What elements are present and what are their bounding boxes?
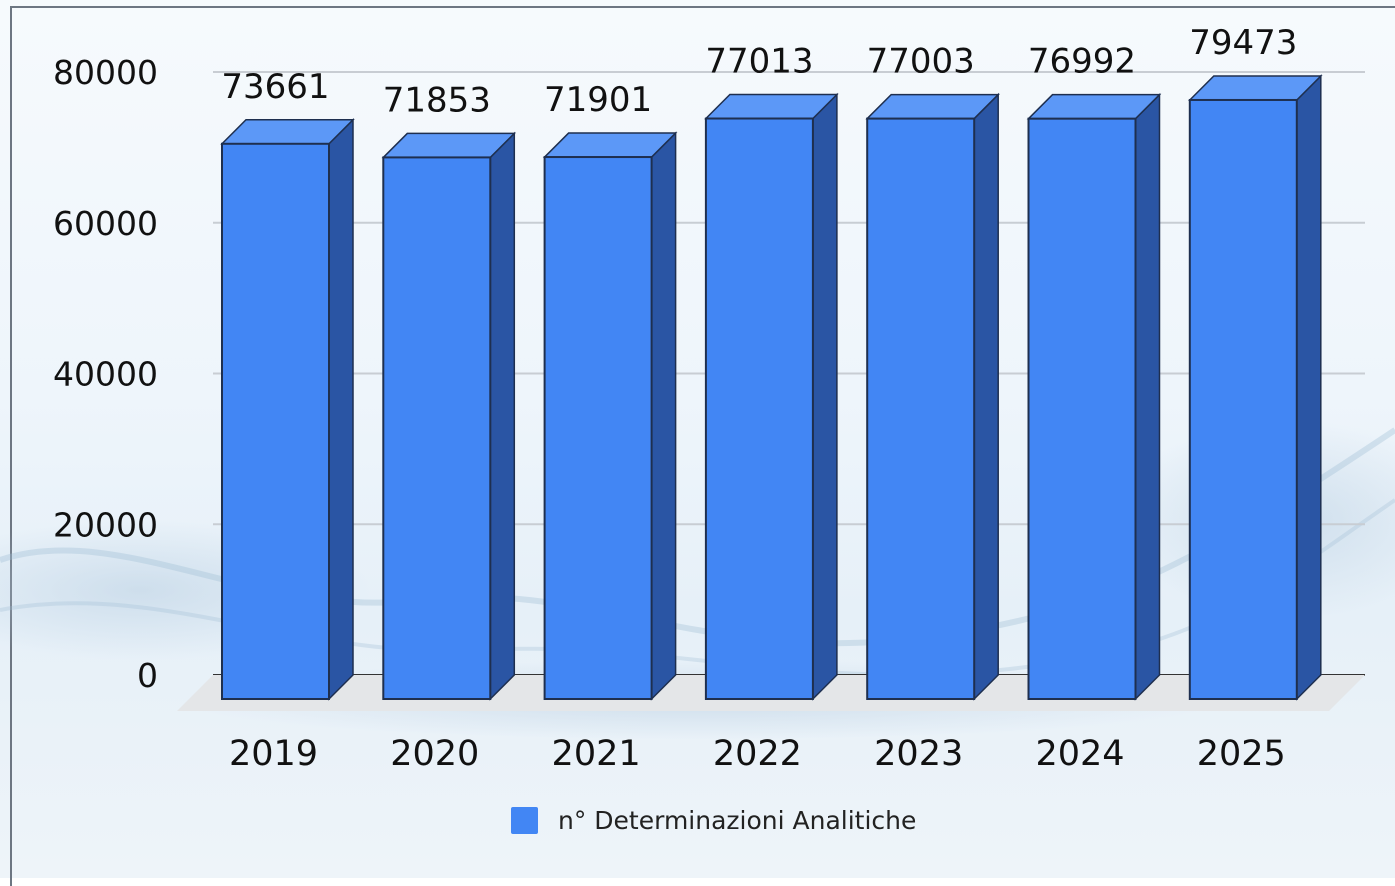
bar-side-face (1296, 74, 1322, 701)
bar-2021 (542, 131, 678, 701)
x-tick-label: 2024 (1035, 734, 1124, 774)
bar-side-face (328, 117, 354, 701)
data-label: 71901 (544, 80, 652, 120)
bar-2019 (220, 117, 355, 701)
y-tick-label: 0 (137, 656, 158, 695)
data-label: 79473 (1189, 23, 1297, 63)
bar-side-face (650, 131, 677, 701)
x-tick-label: 2022 (713, 734, 802, 774)
bar-side-face (973, 92, 999, 701)
bar-top-face (865, 93, 1001, 120)
bar-top-face (381, 132, 517, 159)
bars (220, 74, 1323, 701)
bar-side-face (489, 131, 516, 701)
chart-frame (10, 6, 1395, 886)
data-label: 77013 (705, 42, 813, 82)
y-tick-label: 80000 (53, 53, 158, 92)
x-tick-label: 2021 (552, 734, 641, 774)
bar-top-face (704, 93, 839, 120)
legend-label: n° Determinazioni Analitiche (558, 806, 917, 835)
bar-side-face (1134, 92, 1161, 701)
y-tick-label: 60000 (53, 204, 158, 243)
x-tick-label: 2023 (874, 734, 963, 774)
bar-front-face (704, 117, 814, 700)
x-tick-label: 2020 (390, 734, 479, 774)
x-axis: 2019 2020 2021 2022 2023 2024 2025 (229, 734, 1286, 774)
data-label: 71853 (383, 80, 491, 120)
bar-2020 (381, 131, 517, 701)
y-axis: 0 20000 40000 60000 80000 (53, 53, 158, 695)
bar-2025 (1187, 74, 1323, 701)
bar-front-face (543, 156, 653, 701)
bar-top-face (542, 132, 678, 158)
bar-top-face (220, 119, 355, 145)
legend-swatch (511, 807, 538, 834)
bar-2023 (865, 92, 1001, 701)
data-label: 73661 (221, 67, 329, 107)
bar-top-face (1187, 75, 1323, 101)
bar-front-face (1027, 117, 1137, 701)
bar-front-face (221, 142, 330, 700)
bar-front-face (1188, 98, 1298, 700)
y-tick-label: 20000 (53, 505, 158, 544)
x-tick-label: 2019 (229, 734, 318, 774)
bar-front-face (866, 117, 976, 700)
bar-2022 (704, 92, 839, 701)
legend: n° Determinazioni Analitiche (511, 806, 916, 835)
bar-top-face (1026, 93, 1162, 120)
x-tick-label: 2025 (1197, 734, 1286, 774)
data-label: 76992 (1028, 42, 1136, 82)
bar-2024 (1026, 92, 1162, 701)
data-label: 77003 (867, 42, 975, 82)
bar-front-face (382, 156, 492, 700)
data-labels: 73661 71853 71901 77013 77003 76992 79473 (221, 23, 1297, 120)
y-tick-label: 40000 (53, 355, 158, 394)
bar-side-face (812, 92, 838, 701)
